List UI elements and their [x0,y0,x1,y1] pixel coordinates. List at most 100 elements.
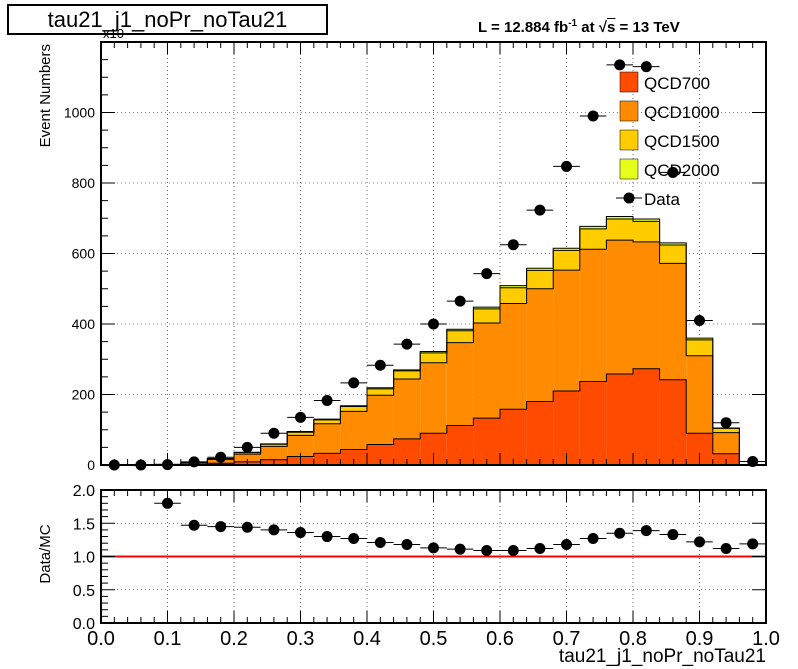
bar-qcd1000 [393,378,421,439]
bar-qcd2000 [446,329,474,331]
data-point [454,295,466,307]
bar-qcd1000 [446,342,474,426]
lumi-s: s [607,19,616,36]
sqrt-symbol: √ [598,19,608,36]
data-point [268,427,280,439]
ratio-point [667,529,679,541]
bar-qcd2000 [393,369,421,371]
ratio-point [295,527,306,539]
legend-swatch-qcd1000 [619,100,639,122]
ratio-ytick-label: 1.5 [73,516,95,533]
bar-qcd700 [526,401,554,465]
ratio-point [694,536,705,548]
ratio-point [188,519,200,531]
bar-qcd700 [367,444,394,465]
x-tick-label: 0.9 [686,628,714,650]
bar-qcd1500 [446,330,474,343]
data-point [321,394,333,406]
ratio-point [720,543,732,555]
bar-qcd1000 [313,423,341,454]
ratio-point [747,538,759,550]
data-point [614,59,626,71]
bar-qcd1500 [234,452,261,455]
ratio-point [614,527,626,539]
bar-qcd1500 [287,432,314,436]
bar-qcd2000 [606,216,633,219]
bar-qcd1000 [712,432,740,454]
main-ytick-label: 400 [72,316,96,332]
ratio-point [321,531,333,543]
ratio-point [215,521,227,533]
data-point [348,377,360,389]
ratio-ytick-label: 1.0 [73,550,95,567]
main-ytick-label: 1000 [64,105,95,121]
bar-qcd1500 [340,406,367,412]
bar-qcd1500 [526,270,554,289]
bar-qcd1500 [553,250,580,271]
ratio-point [428,542,439,554]
bar-qcd1000 [686,355,713,434]
bar-qcd2000 [659,242,687,246]
data-point [401,338,413,350]
bar-qcd1500 [260,444,288,447]
bar-qcd1000 [340,411,367,450]
bar-qcd1000 [606,240,633,375]
bar-qcd2000 [473,307,500,309]
bar-qcd1500 [633,221,660,242]
data-point [481,268,493,280]
bar-qcd700 [340,449,367,465]
bar-qcd1500 [500,287,527,304]
x-axis-label: tau21_j1_noPr_noTau21 [559,646,766,667]
legend-label-qcd1000: QCD1000 [644,103,720,122]
bar-qcd700 [606,374,633,465]
lumi-at: at [581,19,595,36]
data-point [534,204,546,216]
legend-label-data: Data [644,190,680,209]
legend-swatch-qcd700 [619,71,639,93]
ratio-point [507,545,519,557]
ratio-point [348,533,360,545]
bar-qcd2000 [420,351,447,353]
data-point [295,411,306,423]
bar-qcd1500 [712,428,740,433]
ratio-point [162,497,173,509]
x-tick-label: 0.3 [287,628,315,650]
bar-qcd700 [659,379,687,465]
bar-qcd700 [553,390,580,465]
legend-label-qcd2000: QCD2000 [644,161,720,180]
bar-qcd700 [500,409,527,465]
bar-qcd1000 [553,270,580,391]
bar-qcd1000 [287,435,314,457]
y-axis-label: Event Numbers [37,44,54,147]
x-tick-label: 0.0 [87,628,115,650]
data-point [428,318,439,330]
ratio-point [401,539,413,551]
data-point [241,441,253,453]
main-ytick-label: 0 [87,457,95,473]
data-point [507,239,519,251]
bar-qcd2000 [526,268,554,271]
bar-qcd1500 [606,218,633,241]
x-tick-label: 0.1 [154,628,182,650]
data-point [215,451,227,463]
bar-qcd1500 [420,352,447,363]
ratio-point [561,539,572,551]
bar-qcd1000 [367,395,394,445]
ratio-point [268,524,280,536]
bar-qcd700 [473,418,500,465]
bar-qcd1500 [393,370,421,379]
x-tick-label: 0.4 [353,628,381,650]
x-tick-label: 1.0 [752,628,780,650]
bar-qcd2000 [553,248,580,251]
x-tick-label: 0.5 [420,628,448,650]
bar-qcd1000 [260,446,288,460]
bar-qcd1000 [659,263,687,380]
ratio-point [481,545,493,557]
ratio-y-axis-label: Data/MC [37,524,54,583]
x-tick-label: 0.6 [486,628,514,650]
data-point [720,417,732,429]
ratio-ytick-label: 2.0 [73,483,95,500]
bar-qcd1000 [500,303,527,410]
lumi-exponent: -1 [568,18,578,29]
